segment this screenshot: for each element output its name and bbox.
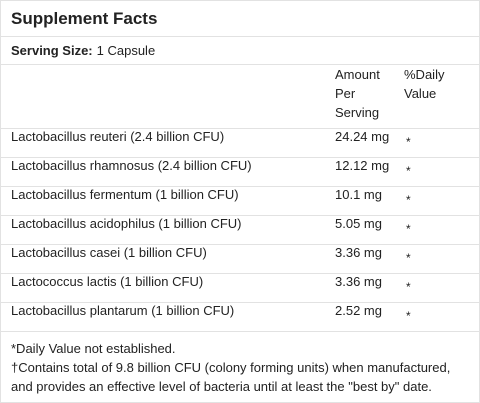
- header-amount-line: Amount: [335, 67, 380, 82]
- header-amount-line: Serving: [335, 105, 380, 120]
- ingredient-name: Lactobacillus fermentum (1 billion CFU): [1, 186, 326, 216]
- footnote-cfu: †Contains total of 9.8 billion CFU (colo…: [11, 359, 451, 394]
- header-daily-value: %Daily Value: [394, 65, 479, 129]
- table-header-row: Amount Per Serving %Daily Value: [1, 65, 479, 129]
- ingredient-amount: 12.12 mg: [326, 157, 394, 187]
- ingredient-amount: 10.1 mg: [326, 186, 394, 216]
- serving-size-row: Serving Size: 1 Capsule: [1, 37, 479, 65]
- header-ingredient: [1, 65, 326, 129]
- ingredient-daily-value: *: [394, 244, 479, 274]
- ingredient-amount: 3.36 mg: [326, 244, 394, 274]
- serving-size-value: 1 Capsule: [96, 43, 156, 58]
- header-dv-line: %Daily: [404, 67, 445, 82]
- ingredient-amount: 5.05 mg: [326, 215, 394, 245]
- ingredient-name: Lactobacillus casei (1 billion CFU): [1, 244, 326, 274]
- table-row: Lactobacillus rhamnosus (2.4 billion CFU…: [1, 157, 479, 187]
- ingredient-amount: 2.52 mg: [326, 302, 394, 332]
- header-amount-line: Per: [335, 86, 356, 101]
- ingredient-daily-value: *: [394, 273, 479, 303]
- ingredient-daily-value: *: [394, 128, 479, 158]
- ingredient-name: Lactobacillus rhamnosus (2.4 billion CFU…: [1, 157, 326, 187]
- ingredient-daily-value: *: [394, 186, 479, 216]
- footnote-daily-value: *Daily Value not established.: [11, 340, 176, 356]
- panel-title: Supplement Facts: [11, 8, 158, 28]
- ingredient-name: Lactobacillus acidophilus (1 billion CFU…: [1, 215, 326, 245]
- ingredient-daily-value: *: [394, 215, 479, 245]
- ingredient-name: Lactobacillus plantarum (1 billion CFU): [1, 302, 326, 332]
- ingredient-name: Lactococcus lactis (1 billion CFU): [1, 273, 326, 303]
- header-dv-line: Value: [404, 86, 437, 101]
- ingredient-name: Lactobacillus reuteri (2.4 billion CFU): [1, 128, 326, 158]
- header-amount-per-serving: Amount Per Serving: [326, 65, 394, 129]
- title-row: Supplement Facts: [1, 1, 479, 37]
- table-row: Lactococcus lactis (1 billion CFU) 3.36 …: [1, 273, 479, 303]
- table-row: Lactobacillus acidophilus (1 billion CFU…: [1, 215, 479, 245]
- ingredient-amount: 24.24 mg: [326, 128, 394, 158]
- ingredient-daily-value: *: [394, 302, 479, 332]
- footnotes: *Daily Value not established. †Contains …: [1, 332, 479, 396]
- ingredient-amount: 3.36 mg: [326, 273, 394, 303]
- serving-size-label: Serving Size:: [11, 43, 93, 58]
- facts-table: Amount Per Serving %Daily Value Lactobac…: [1, 65, 479, 332]
- ingredient-daily-value: *: [394, 157, 479, 187]
- table-row: Lactobacillus casei (1 billion CFU) 3.36…: [1, 244, 479, 274]
- table-row: Lactobacillus reuteri (2.4 billion CFU) …: [1, 128, 479, 158]
- table-row: Lactobacillus fermentum (1 billion CFU) …: [1, 186, 479, 216]
- table-row: Lactobacillus plantarum (1 billion CFU) …: [1, 302, 479, 332]
